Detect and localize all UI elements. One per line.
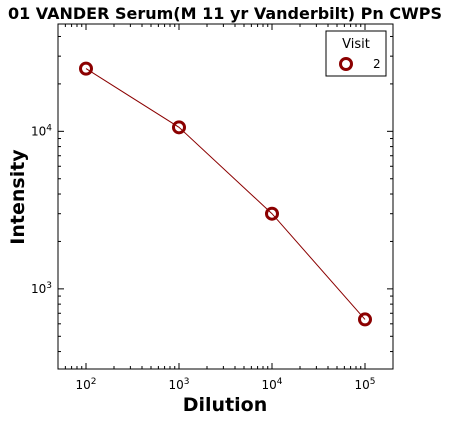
data-point (78, 61, 93, 76)
x-axis-label: Dilution (183, 394, 268, 416)
y-tick-label: 104 (31, 123, 52, 138)
legend: Visit 2 (325, 30, 387, 77)
x-tick-label: 104 (261, 377, 282, 392)
y-tick-label: 103 (31, 281, 52, 296)
legend-entry-label: 2 (373, 57, 381, 71)
plot-area (57, 23, 394, 370)
legend-title: Visit (342, 37, 370, 52)
data-point (265, 206, 280, 221)
x-tick-label: 103 (168, 377, 189, 392)
y-axis-label: Intensity (7, 149, 29, 245)
axis-ticks: 102 103 104 105 103 104 (31, 24, 394, 392)
data-point (358, 312, 373, 327)
legend-marker-icon (339, 57, 353, 71)
chart-title: 01 VANDER Serum(M 11 yr Vanderbilt) Pn C… (8, 4, 442, 23)
series-line (85, 68, 366, 320)
data-point (171, 120, 186, 135)
legend-box (325, 30, 387, 77)
x-tick-label: 102 (75, 377, 96, 392)
series-layer (78, 61, 373, 327)
x-tick-label: 105 (354, 377, 375, 392)
